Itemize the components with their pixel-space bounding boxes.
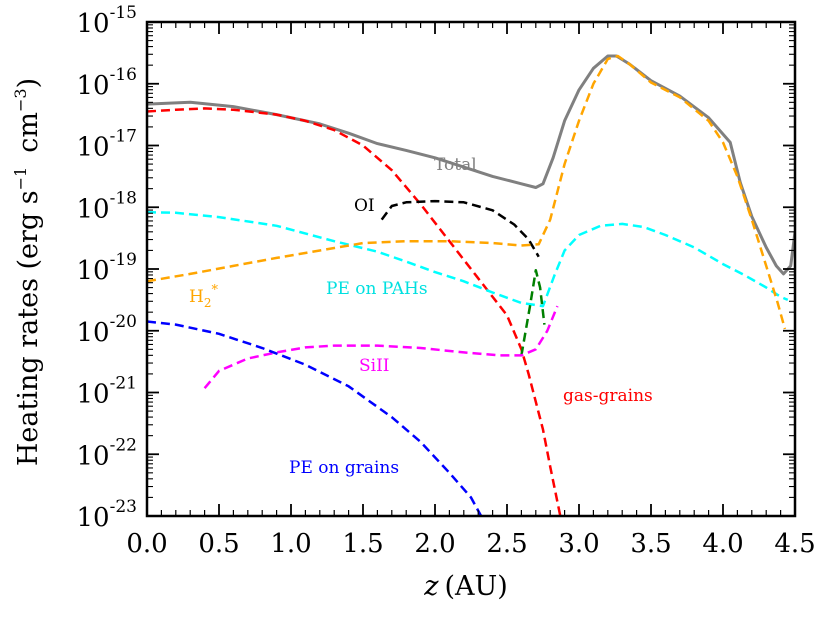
tick-labels: 0.0 0.5 1.0 1.5 2.0 2.5 3.0 3.5 4.0 4.5 10-23 10-22… bbox=[77, 3, 816, 559]
x-tick-label: 4.0 bbox=[702, 529, 743, 559]
label-pe-on-pahs: PE on PAHs bbox=[326, 279, 428, 299]
y-tick-label: 10-17 bbox=[77, 127, 137, 163]
y-tick-label: 10-20 bbox=[77, 312, 137, 348]
label-h2-star: H2* bbox=[189, 283, 218, 310]
y-axis-label-sup2: −3 bbox=[11, 88, 30, 112]
label-total: Total bbox=[434, 155, 477, 175]
y-tick-label: 10-18 bbox=[77, 188, 137, 224]
x-tick-label: 3.0 bbox=[558, 529, 599, 559]
y-axis-title: Heating rates (erg s−1 cm−3) bbox=[11, 78, 44, 466]
y-axis-label-part1: Heating rates (erg s bbox=[13, 190, 44, 466]
x-tick-label: 0.5 bbox=[198, 529, 239, 559]
label-h2-sup: * bbox=[211, 283, 218, 298]
y-tick-label: 10-15 bbox=[77, 3, 137, 39]
series-h2- bbox=[147, 54, 787, 330]
x-tick-label: 1.5 bbox=[342, 529, 383, 559]
y-tick-label: 10-22 bbox=[77, 435, 137, 471]
series-siii bbox=[203, 305, 559, 389]
series-lines bbox=[147, 54, 795, 516]
x-tick-label: 4.5 bbox=[774, 529, 815, 559]
x-axis-var: z bbox=[423, 571, 439, 602]
x-axis-unit: (AU) bbox=[444, 571, 507, 602]
y-tick-label: 10-23 bbox=[77, 497, 137, 533]
y-axis-label-part2: cm bbox=[13, 112, 44, 153]
label-gas-grains: gas-grains bbox=[563, 386, 653, 406]
y-axis-label-close: ) bbox=[13, 78, 44, 89]
series-oi bbox=[380, 199, 540, 258]
y-tick-label: 10-16 bbox=[77, 65, 137, 101]
y-tick-label: 10-19 bbox=[77, 250, 137, 286]
y-axis-label-sup1: −1 bbox=[11, 167, 30, 191]
series-unlabeled-green bbox=[520, 268, 546, 356]
y-tick-label: 10-21 bbox=[77, 374, 137, 410]
series-gas-grains bbox=[147, 107, 562, 516]
series-pe-on-pahs bbox=[147, 210, 789, 308]
label-siii: SiII bbox=[359, 356, 390, 376]
label-pe-on-grains: PE on grains bbox=[289, 458, 399, 478]
x-axis-title: z (AU) bbox=[423, 571, 508, 602]
x-tick-label: 2.0 bbox=[414, 529, 455, 559]
plot-frame bbox=[145, 20, 797, 518]
x-tick-label: 0.0 bbox=[126, 529, 167, 559]
label-h2-sub: 2 bbox=[204, 296, 212, 310]
x-tick-label: 3.5 bbox=[630, 529, 671, 559]
x-tick-label: 2.5 bbox=[486, 529, 527, 559]
x-tick-label: 1.0 bbox=[270, 529, 311, 559]
label-oi: OI bbox=[354, 196, 375, 216]
label-h2-base: H bbox=[189, 287, 204, 307]
series-pe-on-grains bbox=[147, 320, 483, 516]
